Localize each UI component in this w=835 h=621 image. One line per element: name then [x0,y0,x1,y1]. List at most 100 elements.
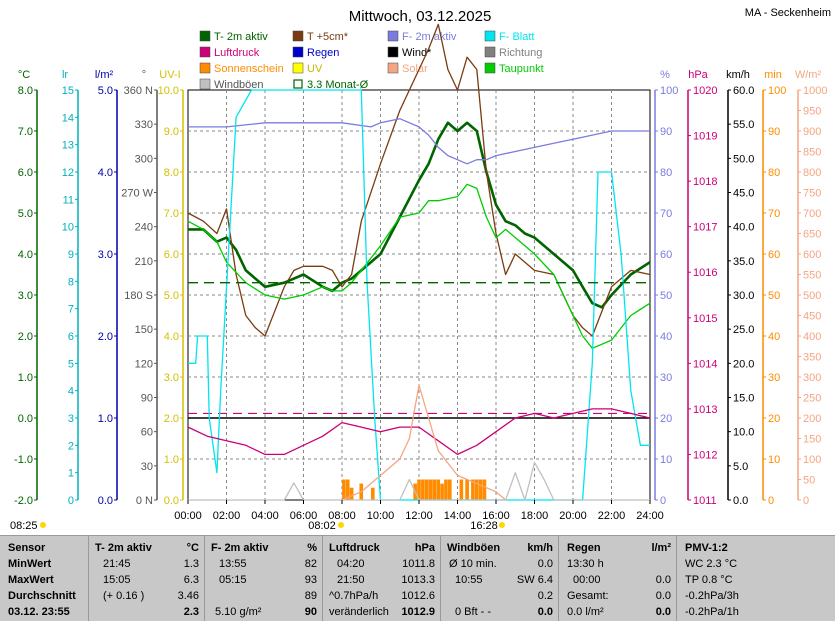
axis-tick-label: 15 [62,85,74,97]
humidity-unit: % [307,542,317,554]
wind-header: Windböen [447,542,501,554]
axis-tick-label: 1.0 [18,372,33,384]
legend-swatch [199,30,211,42]
axis-tick-label: 1013 [693,404,717,416]
axis-tick-label: 2 [68,440,74,452]
axis-tick-label: 5 [68,358,74,370]
pressure-max-time: 21:50 [337,574,365,586]
legend-label-wind: Wind* [402,47,432,59]
rain-max-value: 0.0 [655,574,671,586]
axis-tick-label: 8.0 [164,167,179,179]
axis-tick-label: 40.0 [733,222,754,234]
axis-tick-label: 0.0 [98,495,113,507]
x-tick-label: 02:00 [213,510,241,522]
legend-swatch [199,78,211,90]
series-solar [341,384,507,501]
axis-tick-label: 4.0 [98,167,113,179]
sunshine-bar [459,479,464,500]
axis-tick-label: 50 [803,475,815,487]
x-tick-label: 00:00 [174,510,202,522]
sunset-icon [499,522,505,528]
axis-tick-label: 20.0 [733,358,754,370]
axis-tick-label: 500 [803,290,821,302]
axis-tick-label: 270 W [121,188,153,200]
legend: T- 2m aktiv T +5cm* F- 2m aktiv F- Blatt Luf… [199,30,544,91]
axis-tick-label: 6.0 [164,249,179,261]
axis-tick-label: 900 [803,126,821,138]
axis-tick-label: 1 [68,468,74,480]
axis-tick-label: 9 [68,249,74,261]
legend-swatch [293,79,303,89]
axis-tick-label: 7.0 [18,126,33,138]
axis-tick-label: 360 N [124,85,153,97]
legend-swatch [484,46,496,58]
axis-unit-km-h: km/h [726,69,750,81]
sunshine-bar [349,487,354,500]
legend-swatch [484,30,496,42]
legend-label-t-5cm: T +5cm* [307,31,349,43]
windchill: WC 2.3 °C [685,558,738,570]
wind-mean-value: 0.2 [537,590,553,602]
col-humidity: F- 2m aktiv % 13:55 82 05:15 93 89 5.10 … [204,536,323,621]
axis-tick-label: 300 [803,372,821,384]
x-tick-label: 12:00 [405,510,433,522]
axis-tick-label: 10.0 [158,85,179,97]
axis-tick-label: -1.0 [14,454,33,466]
axis-tick-label: 750 [803,188,821,200]
axis-tick-label: 5.0 [18,208,33,220]
humidity-min-value: 82 [304,558,317,570]
wind-unit: km/h [527,542,553,554]
axis-tick-label: 2.0 [18,331,33,343]
axis-tick-label: 70 [768,208,780,220]
col-pmv: PMV-1:2 WC 2.3 °C TP 0.8 °C -0.2hPa/3h -… [676,536,835,621]
col-temp: T- 2m aktiv °C 21:45 1.3 15:05 6.3 (+ 0.… [88,536,205,621]
pressure-min-value: 1011.8 [402,558,435,570]
legend-label-uv: UV [307,63,323,75]
wind-current-value: 0.0 [537,606,553,618]
axis-unit-hpa: hPa [688,69,708,81]
sunshine-bar [421,479,425,500]
sun-icon [40,522,46,528]
minwert-label: MinWert [8,558,52,570]
legend-swatch [199,46,211,58]
pressure-min-time: 04:20 [337,558,365,570]
series-luftdruck [187,408,651,456]
temp-unit: °C [186,542,199,554]
axis-tick-label: 9.0 [164,126,179,138]
axis-tick-label: 50 [660,290,672,302]
legend-swatch [387,30,399,42]
axis-tick-label: 8 [68,276,74,288]
dewpoint: TP 0.8 °C [685,574,733,586]
axis-tick-label: 150 [803,434,821,446]
temp-min-time: 21:45 [103,558,131,570]
axis-tick-label: 90 [660,126,672,138]
axis-tick-label: 6.0 [18,167,33,179]
sunshine-bar [448,479,452,500]
axis-tick-label: 4.0 [164,331,179,343]
weather-chart: Mittwoch, 03.12.2025 MA - Seckenheim T- … [10,7,831,532]
sunshine-bar [417,479,421,500]
axis-tick-label: 0 [68,495,74,507]
x-tick-label: 06:00 [290,510,318,522]
humidity-avg-value: 89 [304,590,317,602]
axis-unit-: % [660,69,670,81]
axis-tick-label: 180 S [124,290,153,302]
legend-swatch [387,62,399,74]
series-f-2m-aktiv [188,118,650,165]
axis-tick-label: 2.0 [164,413,179,425]
axis-unit-uv-i: UV-I [159,69,180,81]
legend-label-f-2m-aktiv: F- 2m aktiv [402,31,457,43]
axis-tick-label: 70 [660,208,672,220]
axis-tick-label: 30 [141,461,153,473]
pressure-trend: ^0.7hPa/h [329,590,379,602]
humidity-max-time: 05:15 [219,574,247,586]
axis-tick-label: 700 [803,208,821,220]
axis-tick-label: 1019 [693,131,717,143]
x-tick-label: 22:00 [598,510,626,522]
axis-tick-label: 950 [803,106,821,118]
legend-swatch [292,62,304,74]
sunrise-label: 08:02 [308,520,336,532]
axis-tick-label: 15.0 [733,393,754,405]
axis-tick-label: 1.0 [98,413,113,425]
legend-label-windb-en: Windböen [214,79,264,91]
